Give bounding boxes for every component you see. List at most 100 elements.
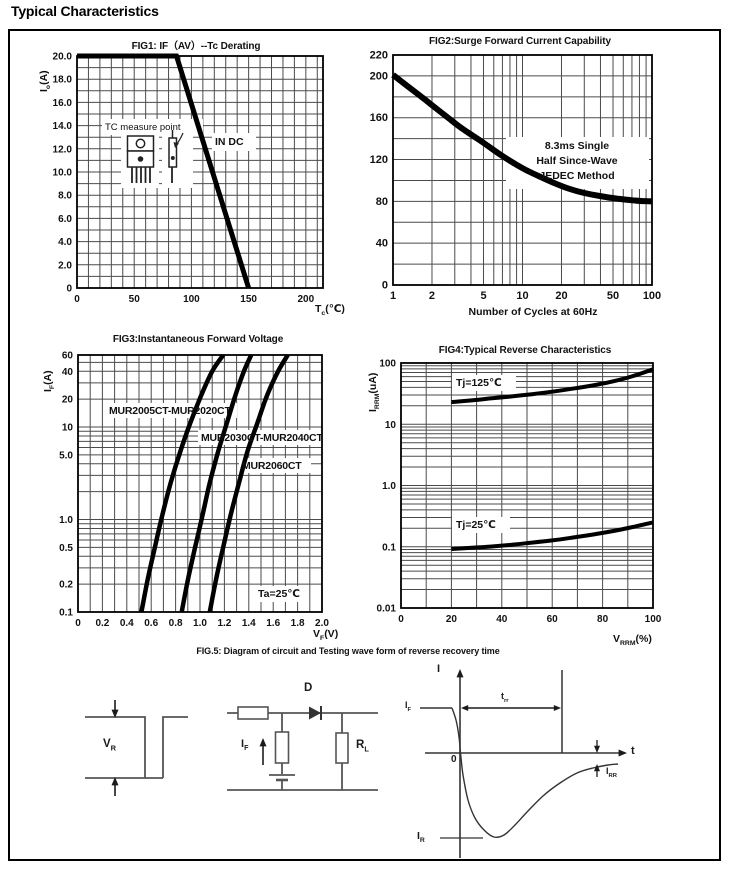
fig2-x-tick-label: 10: [516, 290, 528, 302]
vr-top-arrowhead: [111, 709, 119, 718]
fig2-y-tick-label: 200: [370, 70, 388, 82]
rl-sub: L: [364, 744, 369, 754]
irr-sub: RR: [608, 772, 617, 779]
fig3-curve-2: [207, 353, 290, 613]
recovery-current-curve: [451, 707, 619, 839]
fig1-tc-measure-point-annotation: TC measure point: [105, 122, 181, 133]
page-border: [8, 29, 721, 861]
ir-label: IR: [417, 830, 425, 844]
irr-pre: I: [606, 766, 609, 776]
fig3-curve-0: [139, 353, 226, 613]
fig4-label-mask: [452, 517, 510, 533]
fig1-y-axis-label: Io(A): [38, 70, 52, 92]
fig1-y-tick-label: 14.0: [53, 121, 73, 132]
fig4-curve-1: [451, 520, 654, 551]
fig1-xlabel-suf: (℃): [325, 303, 345, 315]
fig3-y-tick-label: 0.5: [59, 543, 73, 554]
fig3-y-tick-label: 5.0: [59, 450, 73, 461]
fig3-xlabel-pre: V: [313, 628, 321, 640]
fig3-y-tick-label: 1.0: [59, 515, 73, 526]
trr-right-arrowhead: [553, 705, 561, 711]
fig1-xlabel-pre: T: [315, 303, 322, 315]
fig1-y-tick-label: 8.0: [58, 191, 72, 202]
fig2-annotation-line3: JEDEC Method: [539, 170, 615, 182]
fig1-x-tick-label: 0: [74, 294, 80, 305]
tc-measure-dot-side: [170, 156, 175, 160]
fig4-y-tick-label: 0.01: [377, 604, 397, 615]
fig4-plot-border: [400, 362, 654, 609]
fig1-ylabel-pre: I: [38, 89, 50, 92]
vr-pulse-diagram: [85, 716, 188, 779]
trr-left-arrowhead: [461, 705, 469, 711]
fig4-x-tick-label: 100: [645, 614, 662, 625]
fig2-x-tick-label: 20: [555, 290, 567, 302]
fig4-xlabel-sub: RRM: [620, 640, 636, 648]
fig1-y-tick-label: 20.0: [53, 52, 73, 63]
fig3-curve-label-mur2005: MUR2005CT-MUR2020CT: [109, 405, 231, 417]
fig4-x-tick-label: 0: [398, 614, 404, 625]
fig3-curve-label-mur2060: MUR2060CT: [242, 460, 302, 472]
irr-upper-arrowhead: [594, 745, 600, 753]
fig1-y-tick-label: 6.0: [58, 214, 72, 225]
trr-sub: rr: [504, 697, 509, 704]
fig4-x-axis-label: VRRM(%): [613, 633, 652, 647]
if-arrowhead: [259, 738, 267, 747]
fig2-annotation-line1: 8.3ms Single: [544, 140, 610, 152]
fig4-ylabel-pre: I: [367, 409, 379, 412]
fig4-label-mask: [452, 375, 516, 391]
fig2-title: FIG2:Surge Forward Current Capability: [429, 36, 611, 47]
ir-pre: I: [417, 830, 420, 842]
fig1-title: FIG1: IF（AV）--Tc Derating: [131, 41, 261, 52]
fig3-y-tick-label: 60: [62, 351, 74, 362]
fig1-y-tick-label: 18.0: [53, 75, 73, 86]
fig1-y-tick-label: 4.0: [58, 237, 72, 248]
pulse-top-right: [162, 716, 188, 778]
fig5-diagrams: [85, 669, 627, 858]
fig1-x-axis-label: Tc(℃): [315, 303, 345, 317]
leader-arrowhead: [173, 142, 179, 148]
fig1-label-mask: [212, 133, 256, 151]
fig4-curve-0: [451, 367, 654, 405]
fig3-x-tick-label: 0.6: [144, 618, 158, 629]
fig2-y-tick-label: 40: [376, 238, 388, 250]
fig3-ta-annotation: Ta=25℃: [258, 588, 300, 600]
fig2-x-tick-label: 2: [429, 290, 435, 302]
fig3-x-tick-label: 1.4: [242, 618, 256, 629]
fig4-x-tick-label: 20: [446, 614, 458, 625]
fig3-label-mask: [198, 430, 329, 445]
fig4-y-tick-label: 100: [379, 359, 396, 370]
fig4-ylabel-sub: RRM: [374, 393, 382, 410]
diode-label: D: [304, 682, 313, 694]
fig4-plot: 0 20 40 60 80 100 100 10 1.0 0.1 0.01: [377, 359, 662, 626]
fig1-y-tick-label: 0: [66, 284, 72, 295]
fig1-x-tick-label: 150: [240, 294, 257, 305]
diode-symbol: [309, 706, 321, 720]
page-title: Typical Characteristics: [11, 3, 159, 19]
fig4-y-tick-label: 1.0: [382, 481, 396, 492]
fig2-x-tick-label: 5: [480, 290, 486, 302]
if-level-sub: F: [407, 706, 412, 713]
fig4-curve-label-tj125: Tj=125℃: [456, 377, 502, 389]
fig1-curve-0: [77, 53, 251, 289]
irr-label: IRR: [606, 766, 617, 779]
fig4-y-axis-label: IRRM(uA): [367, 373, 381, 412]
if-level-pre: I: [405, 700, 408, 710]
if-level-label: IF: [405, 700, 411, 713]
fig3-x-tick-label: 0.4: [120, 618, 134, 629]
fig1-x-tick-label: 50: [129, 294, 141, 305]
irr-lower-arrowhead: [594, 764, 600, 772]
fig2-y-tick-label: 120: [370, 154, 388, 166]
fig2-annotation: 8.3ms Single Half Since-Wave JEDEC Metho…: [508, 139, 646, 184]
fig4-y-tick-label: 0.1: [382, 542, 396, 553]
fig3-x-tick-label: 1.0: [193, 618, 207, 629]
fig1-y-tick-label: 16.0: [53, 98, 73, 109]
vr-bottom-arrowhead: [111, 777, 119, 786]
vr-pre: V: [103, 738, 111, 750]
ir-sub: R: [419, 837, 425, 845]
vr-label: VR: [103, 738, 116, 752]
fig3-ylabel-suf: (A): [42, 370, 54, 385]
fig3-x-tick-label: 0.8: [169, 618, 183, 629]
fig3-y-tick-label: 0.1: [59, 608, 73, 619]
trr-label: trr: [501, 691, 509, 704]
